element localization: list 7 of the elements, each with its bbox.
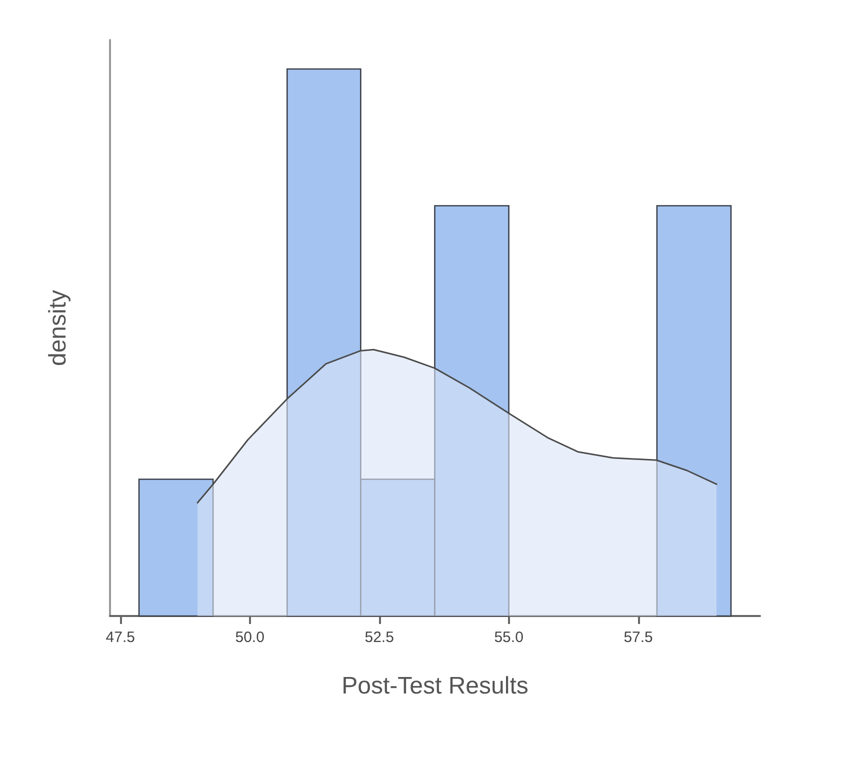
x-tick-label: 52.5 (364, 629, 394, 646)
x-tick-label: 50.0 (235, 629, 264, 646)
x-tick-label: 47.5 (106, 629, 135, 646)
x-axis-title: Post-Test Results (342, 672, 528, 700)
y-axis-title: density (44, 290, 72, 366)
x-tick-label: 57.5 (624, 629, 653, 646)
x-tick-label: 55.0 (494, 629, 524, 646)
